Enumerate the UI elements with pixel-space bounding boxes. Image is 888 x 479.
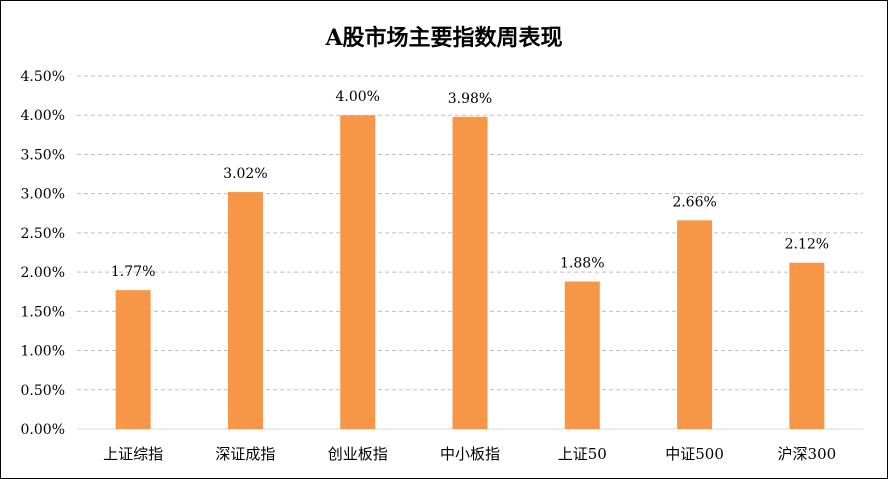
x-tick-label: 深证成指 bbox=[215, 445, 275, 463]
y-tick-label: 2.50% bbox=[21, 226, 65, 242]
bar bbox=[340, 115, 376, 429]
y-tick-label: 1.50% bbox=[21, 304, 65, 320]
x-tick-label: 上证50 bbox=[558, 445, 607, 463]
y-tick-label: 0.00% bbox=[21, 422, 65, 438]
bar bbox=[452, 116, 488, 430]
data-label: 4.00% bbox=[335, 89, 379, 105]
y-tick-label: 0.50% bbox=[21, 383, 65, 399]
y-tick-label: 4.00% bbox=[21, 108, 65, 124]
bar bbox=[789, 262, 825, 429]
data-label: 2.12% bbox=[785, 237, 829, 253]
bars bbox=[115, 115, 825, 430]
x-tick-label: 中小板指 bbox=[440, 445, 500, 463]
y-tick-label: 4.50% bbox=[21, 69, 65, 85]
axes: 0.00% 0.50% 1.00% 1.50% 2.00% 2.50% 3.00% 3.50%… bbox=[21, 69, 863, 463]
y-tick-label: 2.00% bbox=[21, 265, 65, 281]
y-tick-label: 3.50% bbox=[21, 147, 65, 163]
data-label: 3.02% bbox=[223, 166, 267, 182]
data-label: 2.66% bbox=[672, 194, 716, 210]
chart-title: A股市场主要指数周表现 bbox=[324, 25, 562, 51]
x-tick-label: 创业板指 bbox=[328, 445, 388, 463]
y-tick-label: 3.00% bbox=[21, 187, 65, 203]
bar bbox=[115, 290, 151, 429]
x-tick-label: 上证综指 bbox=[103, 445, 163, 463]
bar bbox=[677, 220, 713, 429]
bar bbox=[564, 281, 600, 429]
x-tick-label: 中证500 bbox=[665, 445, 724, 463]
data-label: 1.88% bbox=[560, 256, 604, 272]
data-label: 1.77% bbox=[111, 264, 155, 280]
data-label: 3.98% bbox=[448, 91, 492, 107]
y-tick-label: 1.00% bbox=[21, 344, 65, 360]
x-tick-label: 沪深300 bbox=[778, 445, 837, 463]
bar bbox=[227, 192, 263, 429]
data-labels: 1.77% 3.02% 4.00% 3.98% 1.88% 2.66% 2.12% bbox=[111, 89, 829, 280]
